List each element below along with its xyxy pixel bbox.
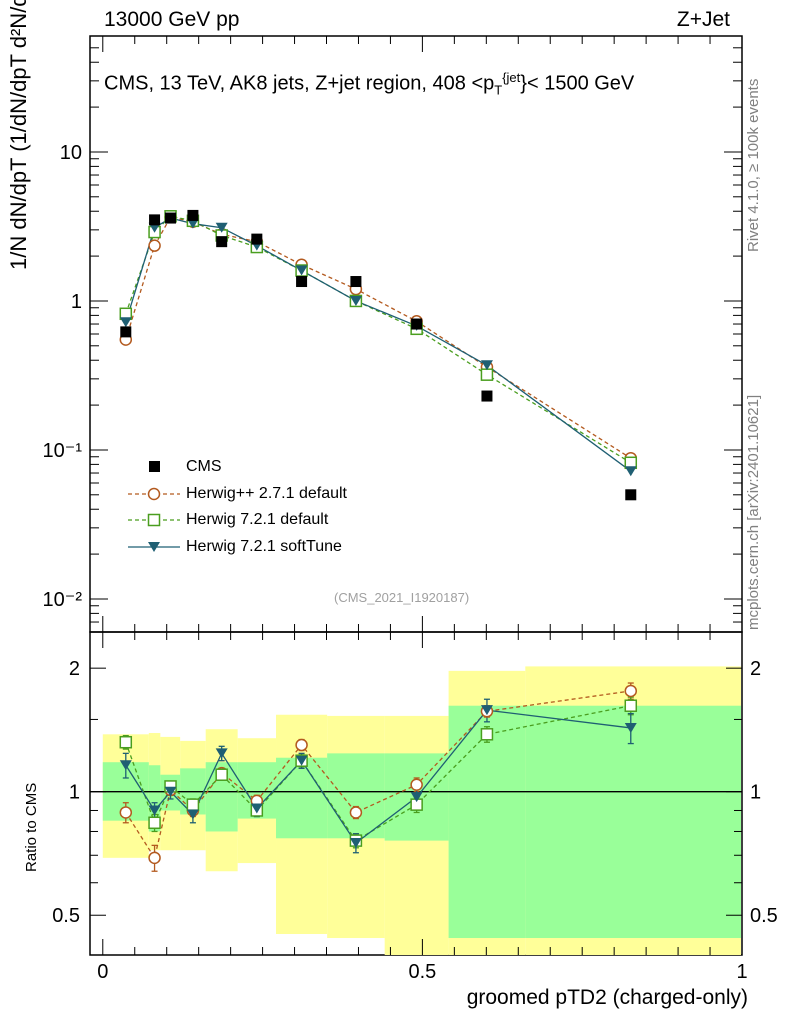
data-point (186, 218, 199, 229)
ratio-point (349, 837, 362, 848)
data-point (215, 222, 228, 233)
data-point (481, 390, 493, 402)
ratio-point (480, 728, 494, 741)
title-sub: T (494, 82, 503, 98)
mcplots-label: mcplots.cern.ch [arXiv:2401.10621] (745, 394, 762, 630)
ratio-y-axis-label: Ratio to CMS (23, 782, 40, 872)
data-point (216, 236, 228, 248)
ratio-point (148, 851, 161, 865)
data-point (411, 318, 423, 330)
series-line (125, 217, 632, 472)
main-y-axis-label: 1/N dN/dpT (1/dN/dpT d²N/dpT dλ) (6, 0, 31, 270)
data-point (149, 214, 161, 226)
series-line (125, 216, 632, 459)
ratio-point (186, 798, 200, 811)
ratio-point (624, 722, 637, 733)
ratio-y-tick-label: 1 (69, 782, 80, 804)
ratio-y-tick-label-right: 0.5 (750, 905, 778, 927)
legend-label: CMS (186, 458, 222, 475)
ratio-point (215, 768, 228, 781)
data-point (148, 239, 161, 252)
data-point (350, 276, 362, 288)
x-tick-label: 0 (97, 961, 108, 983)
legend-marker-herwig7-default (128, 513, 180, 527)
ratio-point (148, 816, 161, 830)
legend-label: Herwig++ 2.7.1 default (186, 484, 347, 502)
legend-item-cms: CMS (118, 454, 347, 481)
header-process: Z+Jet (676, 8, 730, 31)
title-suffix: }< 1500 GeV (520, 72, 635, 95)
ratio-y-tick-label-right: 1 (750, 782, 761, 804)
ratio-point (295, 755, 308, 766)
series-line (125, 215, 632, 464)
ratio-band-inner (148, 765, 161, 832)
ratio-y-tick-label: 2 (69, 658, 80, 680)
data-point (296, 276, 308, 288)
data-point (480, 360, 493, 371)
data-point (251, 233, 263, 245)
header-energy: 13000 GeV pp (104, 8, 240, 31)
legend-marker-herwigpp (128, 487, 180, 500)
legend-label: Herwig 7.2.1 default (186, 511, 329, 528)
ratio-point (119, 806, 133, 819)
chart-title: CMS, 13 TeV, AK8 jets, Z+jet region, 408… (104, 70, 634, 98)
y-tick-label: 10⁻¹ (43, 440, 83, 462)
ratio-point (164, 786, 177, 797)
ratio-point (119, 735, 133, 749)
data-point (165, 212, 177, 224)
ratio-point (119, 760, 132, 771)
legend-marker-cms (149, 461, 160, 472)
ratio-band-inner (276, 757, 328, 839)
ratio-band-inner (448, 705, 526, 939)
x-tick-label: 0.5 (408, 961, 436, 983)
ratio-point (624, 699, 638, 712)
y-tick-label: 10⁻² (43, 589, 83, 611)
data-point (625, 489, 637, 501)
ratio-point (349, 806, 363, 819)
data-point (295, 265, 308, 276)
data-point (624, 466, 637, 477)
ratio-point (410, 778, 423, 791)
data-point (349, 295, 362, 306)
y-tick-label: 1 (71, 291, 82, 313)
legend-label: Herwig 7.2.1 softTune (186, 537, 342, 555)
ratio-point (186, 809, 199, 820)
title-sup: {jet (502, 70, 521, 85)
chart-marks (90, 209, 742, 955)
legend-item-herwigpp: Herwig++ 2.7.1 default (118, 481, 347, 508)
ratio-y-tick-label: 0.5 (52, 905, 80, 927)
ratio-band-inner (525, 705, 741, 939)
y-tick-label: 10 (60, 142, 82, 164)
data-point (480, 368, 494, 381)
legend-item-herwig7-softtune: Herwig 7.2.1 softTune (118, 534, 347, 561)
legend-item-herwig7-default: Herwig 7.2.1 default (118, 507, 347, 534)
ratio-point (148, 805, 161, 816)
data-point (187, 209, 199, 221)
ratio-band-inner (327, 753, 385, 839)
ratio-point (624, 684, 638, 698)
tick-labels: 0 0.5 1 10 1 10⁻¹ 10⁻² 2 2 1 1 0.5 0.5 (43, 142, 778, 983)
ratio-point (410, 792, 423, 803)
x-tick-label: 1 (736, 961, 747, 983)
ratio-y-tick-label-right: 2 (750, 658, 761, 680)
data-point (120, 326, 132, 338)
axis-ticks (90, 35, 743, 955)
ratio-point (215, 748, 228, 759)
data-point (119, 317, 132, 328)
ratio-point (250, 803, 263, 814)
x-axis-label: groomed pTD2 (charged-only) (466, 986, 748, 1009)
rivet-label: Rivet 4.1.0, ≥ 100k events (745, 78, 762, 252)
title-prefix: CMS, 13 TeV, AK8 jets, Z+jet region, 408… (104, 72, 495, 95)
analysis-id: (CMS_2021_I1920187) (334, 590, 470, 605)
ratio-point (295, 738, 308, 752)
legend: CMS Herwig++ 2.7.1 default Herwig 7.2.1 … (118, 454, 347, 560)
legend-marker-herwig7-softtune (128, 541, 180, 552)
ratio-point (480, 705, 493, 716)
